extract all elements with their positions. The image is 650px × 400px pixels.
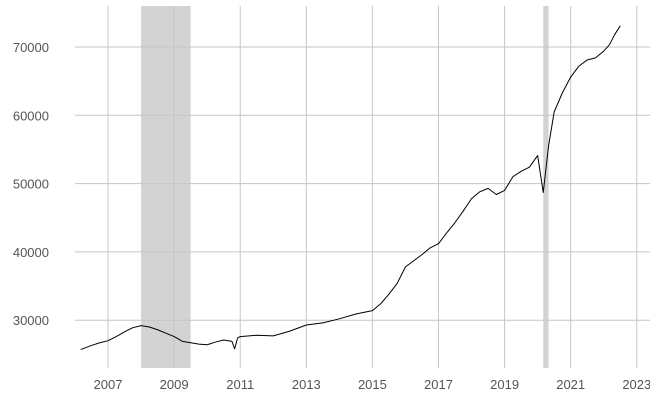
x-tick-label: 2007 — [94, 377, 123, 392]
x-tick-label: 2019 — [490, 377, 519, 392]
x-tick-label: 2015 — [358, 377, 387, 392]
y-tick-label: 50000 — [13, 177, 49, 192]
recession-shading — [141, 6, 549, 368]
x-tick-label: 2021 — [556, 377, 585, 392]
y-tick-label: 60000 — [13, 108, 49, 123]
shaded-period-1 — [543, 6, 549, 368]
x-axis-tick-labels: 2007 2009 2011 2013 2015 2017 2019 2021 2023 — [94, 377, 650, 392]
y-axis-tick-labels: 30000 40000 50000 60000 70000 — [13, 40, 49, 328]
series-0-line — [80, 25, 621, 351]
y-tick-label: 40000 — [13, 245, 49, 260]
x-tick-label: 2011 — [226, 377, 254, 392]
x-tick-label: 2009 — [160, 377, 189, 392]
series-line — [80, 25, 621, 351]
grid — [75, 6, 650, 368]
x-tick-label: 2013 — [292, 377, 321, 392]
y-tick-label: 30000 — [13, 313, 49, 328]
x-tick-label: 2017 — [424, 377, 453, 392]
shaded-period-0 — [141, 6, 191, 368]
y-tick-label: 70000 — [13, 40, 49, 55]
x-tick-label: 2023 — [622, 377, 650, 392]
